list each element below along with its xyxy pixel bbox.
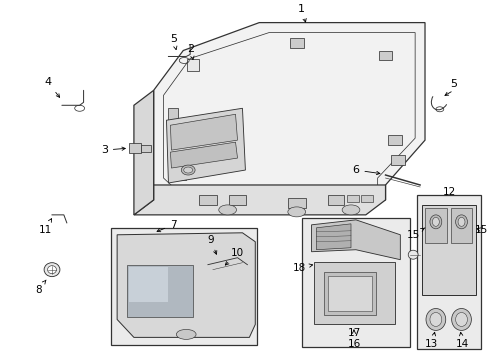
Bar — [199, 195, 216, 205]
Text: 15: 15 — [474, 225, 487, 235]
Text: 4: 4 — [44, 77, 60, 97]
Text: 12: 12 — [442, 187, 455, 197]
Text: 9: 9 — [207, 235, 216, 254]
Ellipse shape — [429, 215, 441, 229]
Bar — [360, 195, 372, 202]
Ellipse shape — [181, 165, 195, 175]
Text: 18: 18 — [292, 263, 312, 273]
Polygon shape — [314, 262, 395, 324]
Text: 13: 13 — [425, 332, 438, 349]
Text: 7: 7 — [157, 220, 176, 232]
Ellipse shape — [176, 329, 196, 339]
Ellipse shape — [47, 266, 56, 274]
Text: 8: 8 — [35, 280, 46, 294]
Bar — [416, 195, 480, 349]
Bar — [378, 50, 392, 60]
Ellipse shape — [455, 312, 467, 327]
Ellipse shape — [342, 205, 359, 215]
Text: 5: 5 — [449, 79, 456, 89]
Ellipse shape — [429, 312, 441, 327]
Text: 15: 15 — [406, 228, 424, 240]
Bar — [141, 145, 150, 152]
Bar — [424, 208, 446, 243]
Bar — [327, 276, 371, 311]
Bar — [387, 135, 402, 145]
Text: 3: 3 — [101, 145, 125, 155]
Polygon shape — [117, 233, 255, 337]
Bar — [187, 59, 199, 71]
Text: 11: 11 — [39, 219, 52, 235]
Ellipse shape — [183, 167, 192, 173]
Text: 1: 1 — [298, 4, 305, 22]
Bar — [171, 138, 181, 152]
Text: 16: 16 — [346, 339, 360, 349]
Text: 17: 17 — [346, 328, 360, 338]
Bar — [129, 143, 141, 153]
Bar — [287, 198, 305, 208]
Ellipse shape — [218, 205, 236, 215]
Bar — [301, 218, 409, 347]
Bar — [346, 195, 358, 202]
Bar — [324, 272, 375, 315]
Bar — [450, 208, 471, 243]
Polygon shape — [153, 23, 424, 200]
Ellipse shape — [425, 309, 445, 330]
Polygon shape — [170, 142, 237, 168]
Ellipse shape — [455, 215, 467, 229]
Ellipse shape — [451, 309, 470, 330]
Text: 5: 5 — [169, 33, 177, 50]
Ellipse shape — [457, 217, 464, 226]
Polygon shape — [134, 185, 385, 215]
Polygon shape — [166, 108, 245, 183]
Ellipse shape — [407, 250, 417, 259]
Text: 10: 10 — [225, 248, 244, 265]
Bar — [327, 195, 344, 205]
Bar — [228, 195, 246, 205]
Bar — [289, 37, 303, 48]
Bar — [391, 155, 405, 165]
Text: 6: 6 — [352, 165, 379, 175]
Polygon shape — [127, 265, 193, 318]
Text: 2: 2 — [187, 44, 194, 60]
Polygon shape — [170, 114, 237, 150]
Bar — [111, 228, 257, 345]
Polygon shape — [311, 220, 400, 260]
Ellipse shape — [287, 207, 305, 217]
Polygon shape — [134, 90, 153, 215]
Text: 14: 14 — [455, 332, 468, 349]
Ellipse shape — [431, 217, 438, 226]
Bar — [168, 108, 178, 122]
Bar — [129, 267, 168, 302]
Bar — [176, 170, 186, 180]
Polygon shape — [421, 205, 475, 294]
Ellipse shape — [44, 263, 60, 276]
Polygon shape — [316, 224, 350, 250]
